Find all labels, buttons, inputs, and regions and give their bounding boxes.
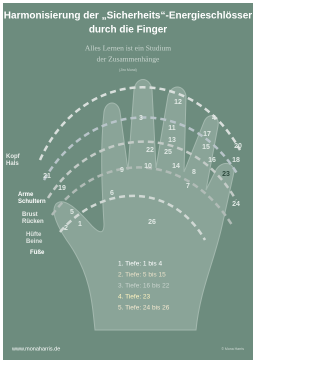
point-number: 22 xyxy=(146,147,154,154)
point-number: 19 xyxy=(58,185,66,192)
legend-item: 1. Tiefe: 1 bis 4 xyxy=(118,261,162,268)
title: Harmonisierung der „Sicherheits“-Energie… xyxy=(4,11,253,22)
point-number: 18 xyxy=(232,157,240,164)
point-number: 3 xyxy=(139,115,143,122)
title: durch die Finger xyxy=(89,25,167,36)
point-number: 15 xyxy=(202,144,210,151)
point-number: 10 xyxy=(144,163,152,170)
legend-item: 4. Tiefe: 23 xyxy=(118,294,151,301)
zone-label: Füße xyxy=(30,250,45,256)
copyright: © Mona Harris xyxy=(221,347,244,351)
point-number: 2 xyxy=(64,225,68,232)
legend-item: 5. Tiefe: 24 bis 26 xyxy=(118,305,170,312)
point-number: 20 xyxy=(234,143,242,150)
point-number: 8 xyxy=(192,169,196,176)
legend-item: 3. Tiefe: 16 bis 22 xyxy=(118,283,170,290)
point-number: 13 xyxy=(168,137,176,144)
point-number: 25 xyxy=(164,149,172,156)
point-number: 4 xyxy=(212,115,216,122)
point-number: 24 xyxy=(232,201,240,208)
motto: der Zusammenhänge xyxy=(97,55,160,64)
website: www.monaharris.de xyxy=(11,346,60,352)
point-number: 17 xyxy=(203,131,211,138)
point-number: 23 xyxy=(222,171,230,178)
point-number: 21 xyxy=(43,173,51,180)
poster: Harmonisierung der „Sicherheits“-Energie… xyxy=(0,0,256,363)
point-number: 1 xyxy=(78,221,82,228)
point-number: 16 xyxy=(208,157,216,164)
page: Harmonisierung der „Sicherheits“-Energie… xyxy=(0,0,256,363)
legend-item: 2. Tiefe: 5 bis 15 xyxy=(118,272,166,279)
motto: Alles Lernen ist ein Studium xyxy=(85,44,171,53)
point-number: 9 xyxy=(120,167,124,174)
author: (Jiro Murai) xyxy=(119,68,137,72)
point-number: 11 xyxy=(168,125,176,132)
point-number: 26 xyxy=(148,219,156,226)
point-number: 12 xyxy=(174,99,182,106)
point-number: 14 xyxy=(172,163,180,170)
point-number: 7 xyxy=(186,183,190,190)
point-number: 6 xyxy=(110,190,114,197)
point-number: 5 xyxy=(70,209,74,216)
